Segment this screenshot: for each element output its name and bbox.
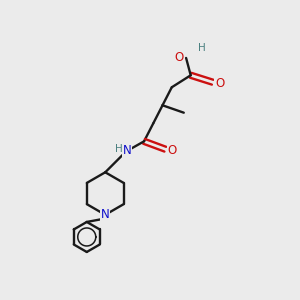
Text: O: O — [168, 144, 177, 157]
Text: O: O — [215, 77, 224, 90]
Text: O: O — [175, 50, 184, 64]
Text: N: N — [101, 208, 110, 221]
Text: H: H — [115, 144, 122, 154]
Text: H: H — [198, 43, 206, 52]
Text: N: N — [123, 144, 131, 157]
